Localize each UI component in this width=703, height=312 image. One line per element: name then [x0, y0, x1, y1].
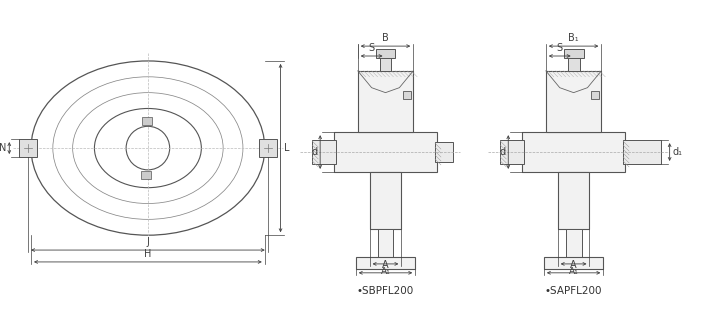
Bar — [259, 139, 276, 157]
Bar — [557, 172, 589, 229]
Text: N: N — [0, 143, 6, 153]
Text: d₁: d₁ — [673, 147, 683, 157]
Bar — [142, 117, 152, 125]
Bar — [564, 49, 583, 58]
Bar — [370, 172, 401, 229]
Bar — [312, 140, 336, 164]
Text: A: A — [382, 260, 389, 270]
Bar — [378, 229, 394, 257]
Text: S: S — [368, 43, 375, 53]
Bar — [375, 49, 395, 58]
Text: L: L — [283, 143, 289, 153]
Text: A₁: A₁ — [380, 267, 390, 276]
Bar — [404, 91, 411, 99]
Bar — [544, 257, 603, 269]
Bar — [567, 57, 579, 71]
Text: B₁: B₁ — [568, 33, 579, 43]
Bar — [522, 132, 625, 172]
Bar — [591, 91, 600, 99]
Bar — [356, 257, 415, 269]
Text: •SBPFL200: •SBPFL200 — [357, 286, 414, 296]
Text: d: d — [499, 147, 505, 157]
Text: B: B — [382, 33, 389, 43]
Bar — [546, 71, 601, 132]
Bar — [501, 140, 524, 164]
Bar — [566, 229, 581, 257]
Bar — [380, 57, 392, 71]
Bar — [358, 71, 413, 132]
Text: J: J — [146, 237, 149, 247]
Text: H: H — [144, 249, 152, 259]
Bar — [435, 142, 453, 162]
Text: A: A — [570, 260, 577, 270]
Bar — [334, 132, 437, 172]
Text: A₁: A₁ — [569, 267, 579, 276]
Text: •SAPFL200: •SAPFL200 — [545, 286, 602, 296]
Bar — [19, 139, 37, 157]
Bar — [623, 140, 661, 164]
Text: d: d — [311, 147, 317, 157]
Bar — [141, 171, 151, 179]
Text: S: S — [557, 43, 563, 53]
